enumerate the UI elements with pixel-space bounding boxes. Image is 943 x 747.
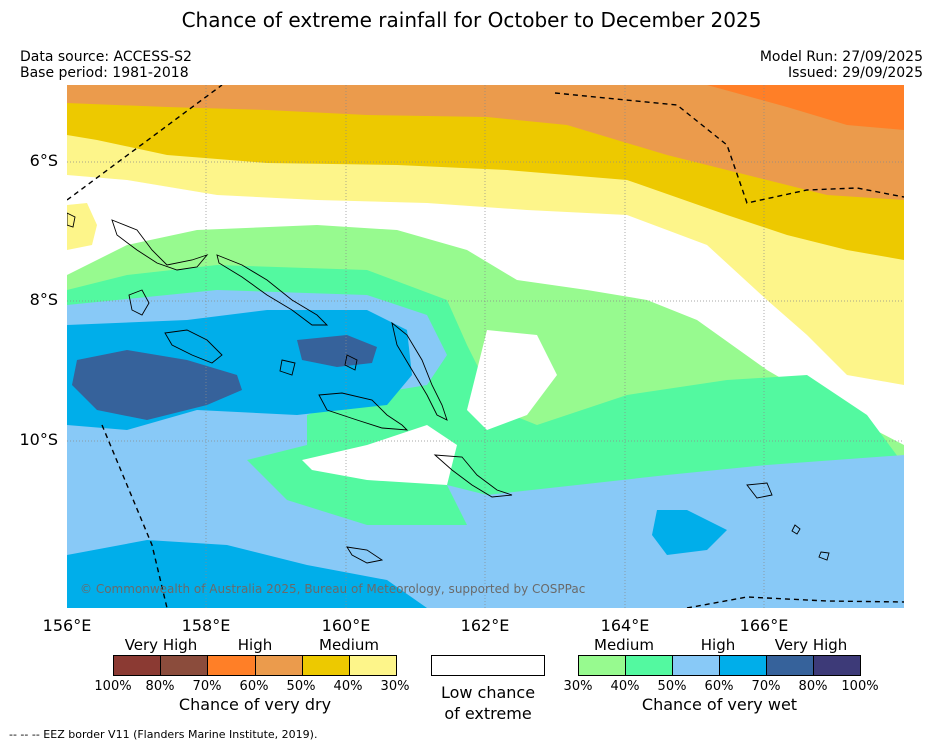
legend-wet-tick: 30%: [563, 679, 593, 694]
legend-dry-swatch-5: [302, 656, 350, 675]
legend-dry-very-high: Very High: [124, 636, 198, 654]
low-chance-region-east: [467, 330, 557, 430]
legend-dry-medium: Medium: [319, 636, 379, 654]
wet-high-60-south-region: [67, 540, 427, 608]
low-chance-region-mid: [302, 425, 457, 485]
dry-medium-30-coast-patch: [67, 203, 97, 250]
model-run: Model Run: 27/09/2025: [759, 49, 923, 65]
dry-high-60-region: [707, 85, 904, 130]
chart-title: Chance of extreme rainfall for October t…: [181, 8, 762, 32]
legend-wet-medium: Medium: [594, 636, 654, 654]
legend-dry-colorbar: [113, 655, 397, 676]
legend-wet-swatch-4: [720, 656, 767, 675]
legend-wet-swatch-1: [579, 656, 626, 675]
copyright-notice: © Commonwealth of Australia 2025, Bureau…: [80, 582, 586, 596]
wet-high-60-east-region: [652, 510, 727, 555]
island-coastlines: [67, 212, 830, 564]
dry-high-50-region: [67, 85, 904, 200]
lat-label-10s: 10°S: [19, 430, 58, 449]
eez-footnote: -- -- -- EEZ border V11 (Flanders Marine…: [9, 728, 318, 741]
legend-wet-tick: 60%: [704, 679, 734, 694]
legend-dry-swatch-1: [114, 656, 162, 675]
low-chance-intrusion: [247, 445, 467, 525]
data-info: Data source: ACCESS-S2 Base period: 1981…: [20, 49, 192, 81]
legend-dry-tick: 30%: [380, 679, 410, 694]
lat-label-6s: 6°S: [29, 151, 58, 170]
lon-label-164e: 164°E: [600, 616, 650, 635]
lon-label-166e: 166°E: [739, 616, 789, 635]
wet-veryhigh-region-west: [72, 350, 242, 420]
legend-dry-swatch-4: [255, 656, 303, 675]
legend-dry-tick: 100%: [94, 679, 132, 694]
legend-wet-tick: 50%: [657, 679, 687, 694]
legend-dry-tick: 40%: [333, 679, 363, 694]
legend-low-chance-line1: Low chance: [440, 683, 536, 702]
wet-veryhigh-region-east: [297, 335, 377, 367]
lon-label-158e: 158°E: [181, 616, 231, 635]
eez-border-lines: [67, 85, 904, 608]
base-period: Base period: 1981-2018: [20, 65, 189, 81]
legend-low-chance-line2: of extreme: [444, 704, 532, 723]
legend-dry-swatch-2: [161, 656, 209, 675]
legend-wet-colorbar: [578, 655, 861, 676]
legend-wet-high: High: [700, 636, 736, 654]
legend-dry-title: Chance of very dry: [178, 695, 332, 714]
legend-wet-tick: 100%: [841, 679, 879, 694]
legend-low-chance-title: Low chance of extreme: [420, 682, 556, 724]
run-info: Model Run: 27/09/2025 Issued: 29/09/2025: [760, 49, 923, 81]
lon-label-160e: 160°E: [321, 616, 371, 635]
legend-wet-title: Chance of very wet: [641, 695, 798, 714]
legend-wet-swatch-6: [814, 656, 860, 675]
rainfall-map[interactable]: [67, 85, 904, 608]
map-gridlines: [67, 85, 904, 608]
legend-dry-tick: 60%: [239, 679, 269, 694]
issued-date: Issued: 29/09/2025: [788, 65, 923, 81]
legend-wet-swatch-5: [767, 656, 814, 675]
legend-low-chance-box: [431, 655, 545, 676]
legend-dry-swatch-3: [208, 656, 256, 675]
legend-wet-swatch-3: [673, 656, 720, 675]
legend-dry-tick: 70%: [192, 679, 222, 694]
legend-dry-tick: 80%: [145, 679, 175, 694]
legend-wet-swatch-2: [626, 656, 673, 675]
data-source: Data source: ACCESS-S2: [20, 49, 192, 65]
lat-label-8s: 8°S: [29, 290, 58, 309]
legend-wet-very-high: Very High: [774, 636, 848, 654]
lon-label-162e: 162°E: [460, 616, 510, 635]
legend-wet-tick: 80%: [798, 679, 828, 694]
legend-dry-tick: 50%: [286, 679, 316, 694]
legend-dry-high: High: [237, 636, 273, 654]
legend-dry-swatch-6: [349, 656, 397, 675]
lon-label-156e: 156°E: [42, 616, 92, 635]
legend-wet-tick: 40%: [610, 679, 640, 694]
legend-wet-tick: 70%: [751, 679, 781, 694]
